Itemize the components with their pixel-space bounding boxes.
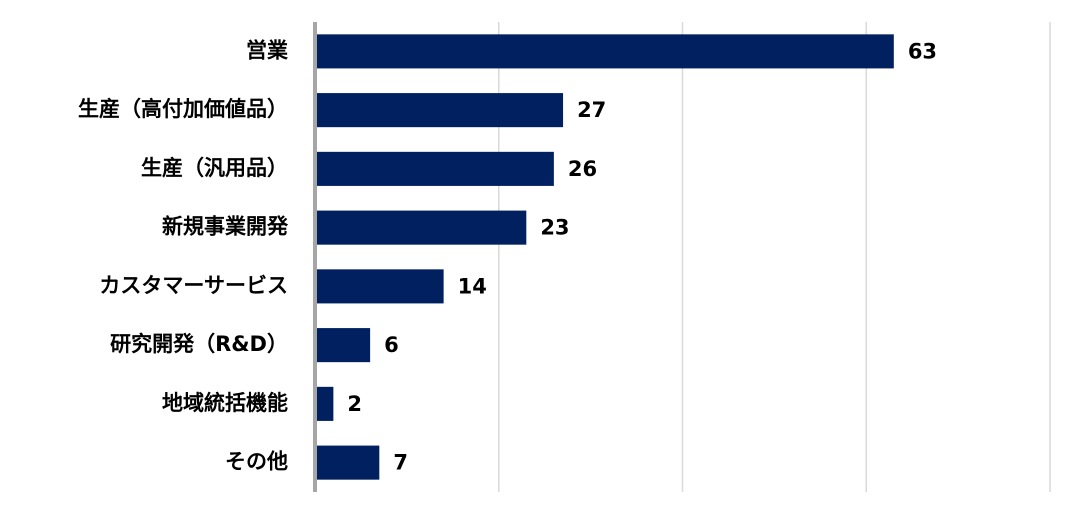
y-tick-label: 地域統括機能 — [162, 391, 288, 415]
y-tick-label: その他 — [225, 450, 288, 474]
value-label: 7 — [393, 451, 408, 475]
value-label: 63 — [908, 39, 937, 63]
value-label: 23 — [540, 216, 569, 240]
bar — [315, 151, 554, 186]
y-tick-label: 生産（汎用品） — [141, 156, 288, 180]
y-tick-label: 新規事業開発 — [162, 215, 289, 239]
y-tick-label: 営業 — [246, 38, 289, 62]
value-label: 6 — [384, 333, 399, 357]
value-label: 26 — [568, 157, 597, 181]
bar — [315, 34, 894, 69]
y-tick-label: 研究開発（R&D） — [110, 332, 288, 356]
bar — [315, 328, 371, 363]
bar — [315, 445, 380, 480]
value-label: 14 — [458, 274, 487, 298]
y-tick-label: カスタマーサービス — [99, 273, 288, 297]
value-label: 27 — [577, 98, 606, 122]
bar — [315, 386, 334, 421]
value-label: 2 — [347, 392, 362, 416]
y-tick-label: 生産（高付加価値品） — [78, 97, 288, 121]
bar — [315, 210, 527, 245]
bar — [315, 269, 444, 304]
bar — [315, 93, 564, 128]
